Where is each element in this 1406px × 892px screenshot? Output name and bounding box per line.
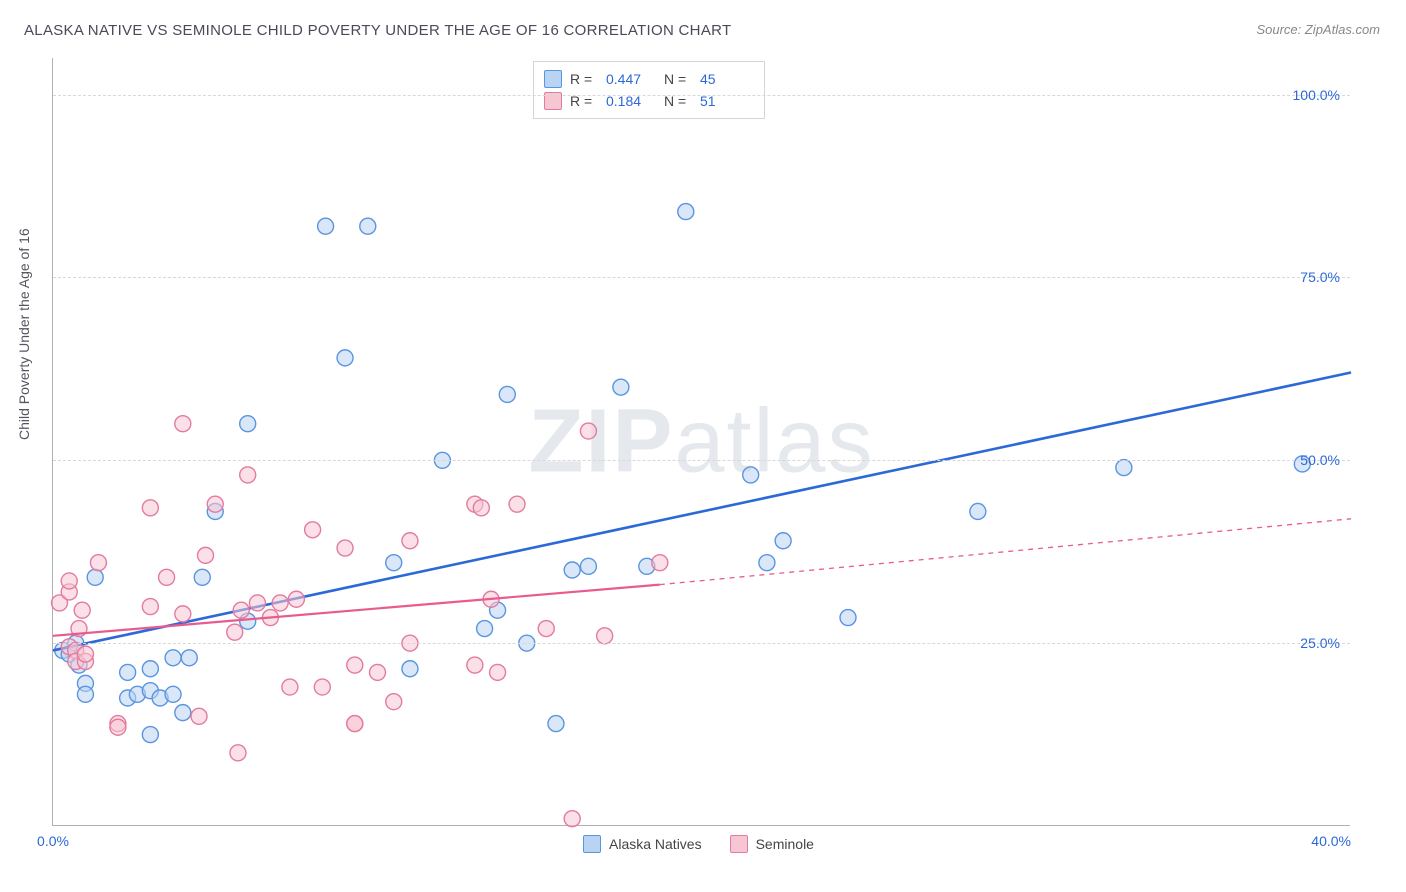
y-tick-label: 75.0% — [1300, 269, 1340, 285]
scatter-point — [61, 573, 77, 589]
scatter-point — [142, 727, 158, 743]
scatter-point — [165, 650, 181, 666]
scatter-point — [370, 664, 386, 680]
scatter-point — [249, 595, 265, 611]
scatter-point — [77, 646, 93, 662]
scatter-point — [386, 694, 402, 710]
scatter-point — [198, 547, 214, 563]
scatter-point — [87, 569, 103, 585]
scatter-point — [1116, 460, 1132, 476]
y-axis-label: Child Poverty Under the Age of 16 — [16, 228, 32, 440]
scatter-point — [230, 745, 246, 761]
scatter-point — [564, 562, 580, 578]
scatter-point — [509, 496, 525, 512]
scatter-point — [580, 423, 596, 439]
scatter-point — [282, 679, 298, 695]
scatter-point — [240, 467, 256, 483]
scatter-point — [77, 686, 93, 702]
source-attribution: Source: ZipAtlas.com — [1256, 22, 1380, 37]
x-tick-label: 0.0% — [37, 833, 69, 849]
scatter-point — [347, 657, 363, 673]
scatter-point — [175, 606, 191, 622]
chart-title: ALASKA NATIVE VS SEMINOLE CHILD POVERTY … — [24, 22, 731, 39]
scatter-point — [159, 569, 175, 585]
scatter-point — [347, 716, 363, 732]
scatter-point — [175, 416, 191, 432]
scatter-point — [467, 657, 483, 673]
scatter-point — [743, 467, 759, 483]
scatter-point — [970, 503, 986, 519]
scatter-point — [191, 708, 207, 724]
legend-series-label: Seminole — [756, 836, 814, 852]
scatter-point — [678, 204, 694, 220]
gridline-horizontal — [53, 277, 1350, 278]
scatter-point — [580, 558, 596, 574]
scatter-point — [402, 533, 418, 549]
scatter-point — [473, 500, 489, 516]
scatter-point — [538, 621, 554, 637]
scatter-point — [386, 555, 402, 571]
scatter-point — [120, 664, 136, 680]
legend-series: Alaska Natives Seminole — [583, 835, 814, 853]
scatter-point — [142, 599, 158, 615]
scatter-point — [759, 555, 775, 571]
scatter-point — [90, 555, 106, 571]
scatter-point — [240, 416, 256, 432]
legend-swatch — [583, 835, 601, 853]
scatter-point — [402, 661, 418, 677]
scatter-point — [337, 350, 353, 366]
scatter-point — [272, 595, 288, 611]
scatter-point — [233, 602, 249, 618]
legend-series-item: Seminole — [730, 835, 814, 853]
gridline-horizontal — [53, 95, 1350, 96]
trend-line-extension — [660, 519, 1351, 585]
scatter-point — [337, 540, 353, 556]
scatter-point — [305, 522, 321, 538]
scatter-point — [314, 679, 330, 695]
scatter-point — [613, 379, 629, 395]
plot-area: ZIPatlas R =0.447N =45R =0.184N =51 Alas… — [52, 58, 1350, 826]
scatter-point — [142, 500, 158, 516]
scatter-point — [775, 533, 791, 549]
x-tick-label: 40.0% — [1311, 833, 1351, 849]
scatter-point — [227, 624, 243, 640]
y-tick-label: 50.0% — [1300, 452, 1340, 468]
scatter-point — [165, 686, 181, 702]
scatter-point — [194, 569, 210, 585]
scatter-point — [207, 496, 223, 512]
scatter-point — [840, 610, 856, 626]
scatter-point — [181, 650, 197, 666]
legend-swatch — [730, 835, 748, 853]
scatter-point — [564, 811, 580, 827]
scatter-point — [288, 591, 304, 607]
scatter-point — [499, 386, 515, 402]
chart-svg — [53, 58, 1350, 825]
y-tick-label: 25.0% — [1300, 635, 1340, 651]
scatter-point — [110, 719, 126, 735]
scatter-point — [142, 661, 158, 677]
scatter-point — [477, 621, 493, 637]
scatter-point — [74, 602, 90, 618]
scatter-point — [360, 218, 376, 234]
scatter-point — [490, 664, 506, 680]
scatter-point — [548, 716, 564, 732]
scatter-point — [318, 218, 334, 234]
scatter-point — [597, 628, 613, 644]
gridline-horizontal — [53, 460, 1350, 461]
y-tick-label: 100.0% — [1293, 87, 1340, 103]
legend-series-label: Alaska Natives — [609, 836, 702, 852]
scatter-point — [652, 555, 668, 571]
scatter-point — [175, 705, 191, 721]
legend-series-item: Alaska Natives — [583, 835, 702, 853]
gridline-horizontal — [53, 643, 1350, 644]
